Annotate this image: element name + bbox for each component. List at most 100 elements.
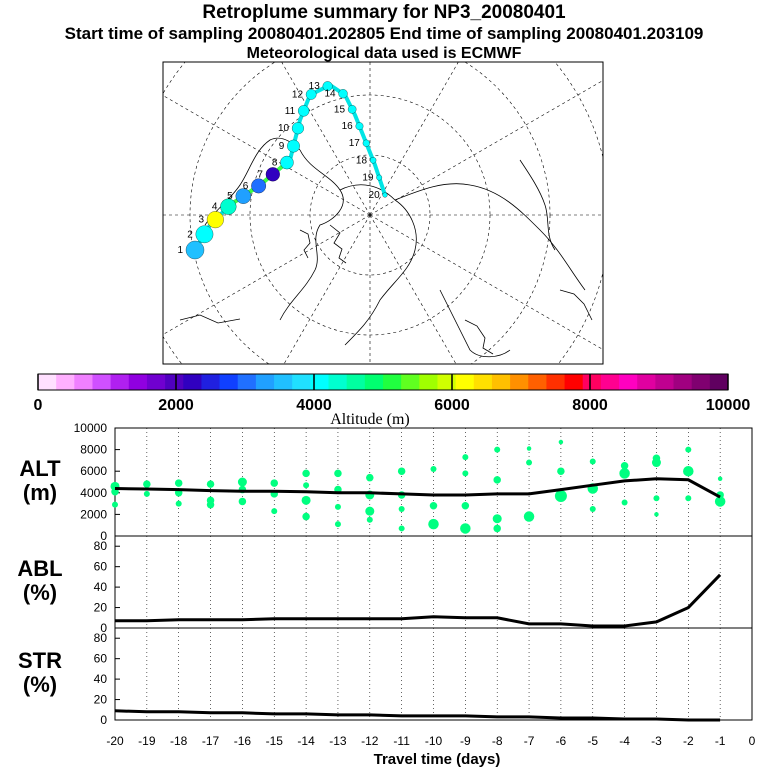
cluster-point: [523, 511, 535, 522]
series-line: [115, 573, 722, 628]
colorbar-swatch: [328, 374, 348, 390]
plume-marker-label: 15: [334, 104, 346, 115]
cluster-point: [620, 462, 629, 470]
plume-marker: [322, 81, 333, 92]
y-tick-label: 60: [94, 652, 108, 666]
plume-marker-label: 11: [285, 106, 296, 117]
cluster-point: [428, 518, 439, 530]
cluster-point: [460, 523, 471, 534]
x-tick-label: -13: [329, 734, 347, 748]
cluster-point: [589, 458, 596, 465]
cluster-point: [301, 495, 311, 505]
plume-marker-label: 9: [279, 141, 285, 152]
colorbar-swatch: [383, 374, 402, 390]
cluster-point: [175, 500, 182, 507]
colorbar: 0 2000 4000 6000 8000 10000 Altitude (m): [34, 373, 751, 428]
cluster-point: [398, 525, 405, 532]
series-line: [114, 709, 721, 722]
cluster-point: [558, 439, 564, 445]
cluster-point: [430, 466, 437, 473]
panel-alt: 0 2000 4000 6000 8000 10000 ALT(m): [19, 421, 753, 543]
colorbar-swatch: [292, 374, 311, 390]
colorbar-tick-label: 10000: [706, 397, 751, 414]
colorbar-swatch: [128, 374, 148, 390]
colorbar-swatch: [655, 374, 675, 390]
plume-marker: [206, 211, 224, 229]
colorbar-tick-label: 4000: [296, 397, 332, 414]
colorbar-swatch: [637, 374, 656, 390]
plume-marker: [280, 155, 294, 170]
plume-marker: [382, 192, 388, 198]
colorbar-label: Altitude (m): [330, 411, 410, 428]
plume-marker-label: 7: [257, 169, 263, 180]
cluster-point: [237, 477, 247, 487]
y-tick-label: 40: [94, 672, 108, 686]
cluster-point: [653, 495, 660, 502]
plume-marker: [251, 178, 267, 194]
colorbar-swatch: [528, 374, 547, 390]
meridian-line: [369, 214, 603, 350]
cluster-point: [366, 473, 374, 482]
cluster-point: [143, 480, 151, 488]
panel-ylabel: (%): [23, 672, 57, 697]
plume-marker-label: 10: [278, 123, 290, 134]
cluster-point: [462, 454, 469, 461]
x-tick-label: 0: [749, 734, 756, 748]
x-tick-label: -15: [266, 734, 284, 748]
plume-marker: [369, 157, 377, 164]
colorbar-swatch: [619, 374, 638, 390]
x-tick-label: -19: [138, 734, 156, 748]
meridian-line: [163, 95, 371, 216]
y-tick-label: 2000: [80, 507, 107, 521]
x-tick-label: -1: [715, 734, 726, 748]
colorbar-swatch: [491, 374, 511, 390]
colorbar-tick-label: 8000: [572, 397, 608, 414]
cluster-point: [589, 506, 596, 512]
x-tick-label: -10: [425, 734, 443, 748]
colorbar-swatch: [419, 374, 438, 390]
colorbar-swatch: [401, 374, 420, 390]
cluster-point: [714, 496, 726, 507]
colorbar-swatch: [255, 374, 275, 390]
cluster-point: [717, 476, 723, 482]
plume-marker: [355, 122, 364, 131]
x-tick-label: -4: [619, 734, 630, 748]
y-tick-label: 0: [100, 529, 107, 543]
plume-marker-label: 8: [272, 158, 278, 169]
colorbar-swatch: [673, 374, 693, 390]
colorbar-swatch: [183, 374, 202, 390]
cluster-point: [398, 506, 405, 512]
plume-marker-label: 6: [243, 181, 249, 192]
cluster-point: [397, 467, 406, 475]
x-tick-label: -3: [651, 734, 662, 748]
panel-frame: [114, 627, 753, 721]
x-tick-label: -20: [106, 734, 124, 748]
meridian-line: [281, 62, 371, 216]
cluster-point: [365, 506, 375, 516]
colorbar-swatch: [473, 374, 493, 390]
x-tick-label: -18: [170, 734, 188, 748]
cluster-point: [461, 502, 470, 510]
plume-marker: [338, 89, 348, 99]
x-tick-label: -16: [234, 734, 252, 748]
colorbar-swatch: [709, 374, 729, 390]
y-tick-label: 8000: [80, 443, 107, 457]
y-tick-label: 60: [94, 560, 108, 574]
cluster-point: [206, 480, 215, 488]
panel-frame: [114, 535, 753, 629]
y-tick-label: 20: [94, 693, 108, 707]
colorbar-swatch: [219, 374, 239, 390]
cluster-point: [334, 469, 342, 478]
cluster-point: [206, 500, 215, 509]
plume-marker-label: 18: [356, 155, 368, 166]
cluster-point: [494, 446, 501, 453]
sampling-times: Start time of sampling 20080401.202805 E…: [64, 24, 704, 43]
colorbar-swatch: [455, 374, 475, 390]
colorbar-swatch: [437, 374, 457, 390]
cluster-point: [303, 482, 310, 489]
cluster-point: [302, 512, 310, 521]
cluster-point: [621, 499, 628, 506]
panel-frame: [114, 427, 753, 537]
